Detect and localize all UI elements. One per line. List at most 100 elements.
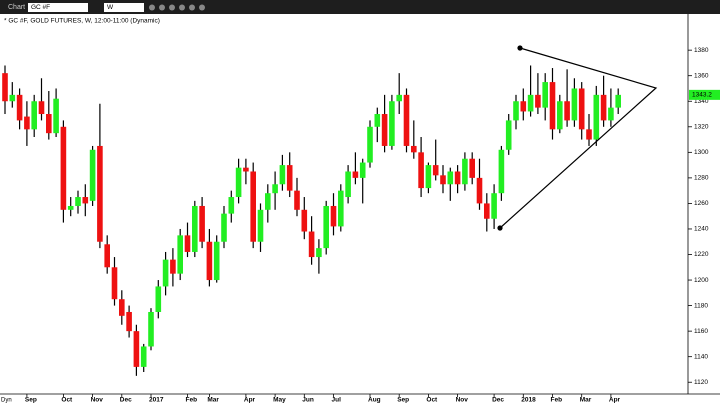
candle-body xyxy=(104,244,110,268)
y-tick-label: 1160 xyxy=(694,328,708,335)
y-tick-label: 1280 xyxy=(694,175,709,182)
chart-title: * GC #F, GOLD FUTURES, W, 12:00-11:00 (D… xyxy=(4,18,160,25)
time-axis xyxy=(0,394,720,405)
y-tick-label: 1220 xyxy=(694,251,709,258)
candle-body xyxy=(177,235,183,274)
candle-body xyxy=(184,235,191,252)
candle-body xyxy=(564,101,570,121)
candle-body xyxy=(418,152,424,189)
symbol-box[interactable] xyxy=(28,3,88,12)
candle-body xyxy=(586,129,592,140)
candle-body xyxy=(213,241,220,281)
window-label: Chart xyxy=(8,4,25,11)
x-tick-label: Sep xyxy=(25,397,37,404)
y-tick-label: 1340 xyxy=(694,98,709,105)
candle-body xyxy=(133,331,140,367)
x-tick-label: Apr xyxy=(244,397,256,404)
candle-body xyxy=(243,167,249,172)
y-tick-label: 1360 xyxy=(694,72,709,79)
candle-body xyxy=(148,311,154,347)
candle-body xyxy=(484,203,490,219)
x-tick-label: Jul xyxy=(332,397,342,404)
candle-body xyxy=(411,145,417,153)
candle-body xyxy=(593,94,600,140)
candle-body xyxy=(97,145,103,242)
symbol[interactable]: GC #F xyxy=(31,4,50,11)
candle-body xyxy=(16,94,23,121)
candle-body xyxy=(542,82,548,108)
x-tick-label: Dec xyxy=(120,397,132,404)
candle-body xyxy=(600,94,607,121)
candle-body xyxy=(111,267,118,300)
candles xyxy=(2,65,621,376)
candle-body xyxy=(527,94,534,112)
candle-body xyxy=(447,171,454,185)
candle-body xyxy=(557,101,563,130)
candle-body xyxy=(155,286,162,312)
candle-body xyxy=(228,197,235,214)
candle-body xyxy=(454,171,461,185)
candle-body xyxy=(476,177,483,204)
toolbar-icons[interactable] xyxy=(149,4,205,11)
candle-body xyxy=(491,193,497,219)
candle-body xyxy=(403,94,410,146)
candle-body xyxy=(440,175,446,185)
candle-body xyxy=(301,209,308,232)
candle-body xyxy=(140,346,147,367)
y-tick-label: 1180 xyxy=(694,302,708,309)
candle-body xyxy=(571,88,578,121)
x-tick-label: Apr xyxy=(609,397,621,404)
candle-body xyxy=(352,171,359,178)
candle-body xyxy=(126,311,132,332)
candle-body xyxy=(286,165,293,191)
candle-body xyxy=(75,197,81,206)
x-tick-label: Oct xyxy=(426,397,438,404)
candle-body xyxy=(608,107,614,121)
candle-body xyxy=(578,88,585,130)
interval-box[interactable] xyxy=(104,3,144,12)
candle-body xyxy=(272,184,278,194)
y-tick-label: 1300 xyxy=(694,149,709,156)
candle-body xyxy=(31,101,37,130)
candle-body xyxy=(82,197,89,204)
candle-body xyxy=(425,165,432,189)
candle-body xyxy=(294,190,300,210)
candle-body xyxy=(535,94,541,108)
candle-body xyxy=(520,101,527,112)
plot-area xyxy=(0,14,688,394)
candle-body xyxy=(615,94,621,108)
x-tick-label: Feb xyxy=(186,397,198,404)
candle-body xyxy=(381,114,388,146)
candle-body xyxy=(162,259,169,287)
candle-body xyxy=(279,165,286,185)
x-tick-label: Dec xyxy=(492,397,504,404)
toolbar xyxy=(0,0,720,14)
candle-body xyxy=(257,209,264,242)
candle-body xyxy=(38,101,45,115)
candle-body xyxy=(505,120,512,150)
candle-body xyxy=(235,167,242,198)
candle-body xyxy=(389,101,395,146)
y-tick-label: 1260 xyxy=(694,200,709,207)
x-tick-label: May xyxy=(273,397,286,404)
interval[interactable]: W xyxy=(107,4,114,11)
candle-body xyxy=(469,158,475,178)
footer: Dyn xyxy=(1,398,12,404)
triangle-drawing[interactable] xyxy=(497,45,658,231)
x-tick-label: Aug xyxy=(368,397,381,404)
candle-body xyxy=(432,165,439,176)
candle-body xyxy=(374,114,381,127)
candle-body xyxy=(345,171,351,198)
candle-body xyxy=(359,162,366,178)
x-tick-label: Mar xyxy=(580,397,592,404)
y-tick-label: 1140 xyxy=(694,353,708,360)
last-price-label: 1343.2 xyxy=(692,92,712,99)
candle-body xyxy=(199,205,205,242)
x-tick-label: Feb xyxy=(551,397,563,404)
y-tick-label: 1320 xyxy=(694,124,709,131)
candle-body xyxy=(308,231,315,258)
candle-body xyxy=(513,101,519,121)
candle-body xyxy=(338,190,344,227)
